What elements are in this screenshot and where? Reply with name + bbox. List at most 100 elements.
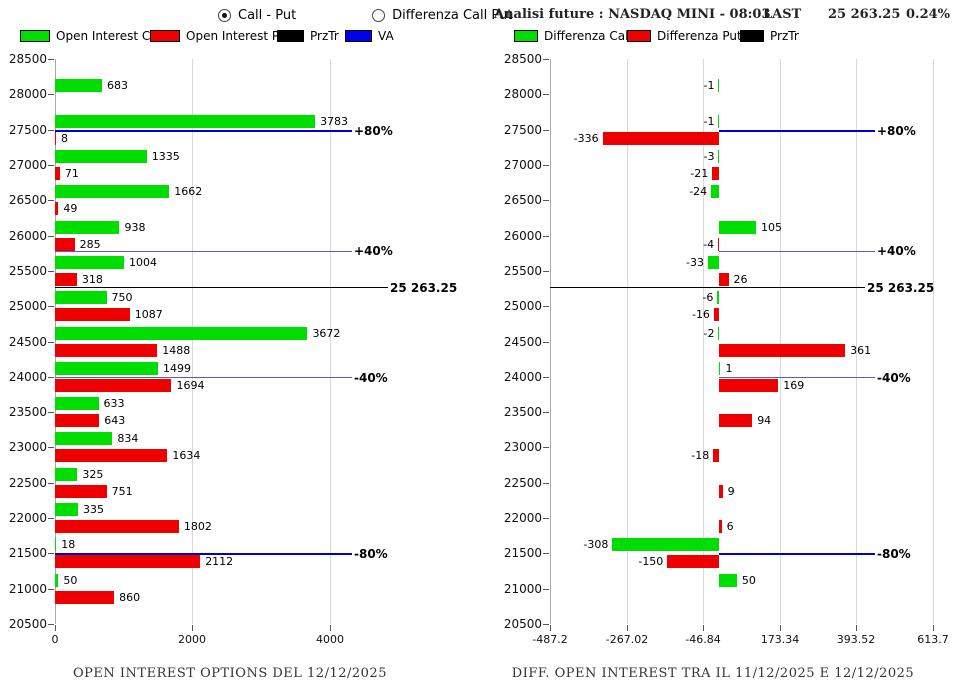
y-axis-tick-label: 21000	[503, 581, 542, 596]
value-area-label: -40%	[877, 370, 911, 385]
y-axis-tick	[543, 306, 549, 308]
call-bar	[55, 185, 170, 199]
bar-value-label: 2112	[205, 555, 234, 569]
y-axis-tick	[543, 59, 549, 60]
x-axis-tick	[780, 625, 781, 631]
put-bar	[712, 166, 720, 180]
x-axis-tick-label: 2000	[178, 633, 206, 646]
radio-selected-icon[interactable]	[218, 8, 231, 22]
y-axis-tick	[543, 270, 549, 272]
put-bar	[719, 414, 753, 428]
y-axis-tick	[48, 447, 54, 449]
y-axis-tick	[48, 235, 54, 237]
x-axis-tick	[550, 625, 551, 631]
bar-value-label: 1634	[172, 449, 201, 463]
bar-value-label: 105	[761, 220, 783, 234]
put-color-swatch	[150, 30, 180, 42]
radio-differenza[interactable]: Differenza Call Put	[372, 8, 512, 23]
value-area-line	[55, 553, 352, 556]
y-axis-tick	[48, 306, 54, 308]
last-value: 25 263.25	[828, 7, 901, 22]
y-axis-tick	[48, 518, 54, 520]
radio-unselected-icon[interactable]	[372, 8, 386, 22]
put-bar	[55, 555, 201, 569]
legend-open-interest-put: Open Interest Put	[150, 29, 291, 43]
legend-open-interest-call: Open Interest Call	[20, 29, 164, 43]
y-axis-tick-label: 20500	[503, 617, 542, 631]
bar-value-label: 1662	[174, 185, 203, 199]
value-area-line	[719, 250, 875, 252]
bar-value-label: -24	[689, 185, 708, 199]
y-axis-tick	[543, 553, 549, 555]
y-axis-tick-label: 22500	[8, 475, 47, 490]
diff-put-color-swatch	[627, 30, 651, 42]
y-axis-tick-label: 24500	[503, 334, 542, 349]
call-bar	[55, 538, 57, 552]
y-axis-tick-label: 25000	[503, 299, 542, 314]
bar-value-label: -6	[702, 291, 714, 305]
bar-value-label: 94	[757, 414, 772, 428]
y-axis-tick-label: 26000	[8, 228, 47, 243]
price-traded-label: 25 263.25	[390, 280, 458, 295]
y-axis-tick	[543, 341, 549, 343]
y-axis-tick	[543, 624, 549, 625]
y-axis-tick	[48, 553, 54, 555]
y-axis-tick-label: 26500	[503, 193, 542, 208]
bar-value-label: -2	[703, 326, 715, 340]
y-axis-tick-label: 25500	[8, 263, 47, 278]
value-area-line	[55, 250, 352, 252]
y-axis-tick	[48, 588, 54, 590]
put-bar	[55, 378, 172, 392]
value-area-line	[719, 553, 875, 556]
x-axis-tick-label: 0	[51, 633, 59, 646]
y-axis-tick-label: 23500	[503, 405, 542, 420]
value-area-label: +80%	[877, 124, 916, 139]
bar-value-label: 834	[117, 432, 139, 446]
y-axis-tick	[543, 588, 549, 590]
price-traded-line	[550, 287, 865, 289]
put-bar	[55, 343, 158, 357]
bar-value-label: 1499	[163, 361, 192, 375]
call-bar	[55, 432, 113, 446]
put-bar	[55, 590, 115, 604]
x-axis-tick	[55, 625, 56, 631]
gridline	[933, 59, 934, 624]
y-axis-tick	[543, 482, 549, 484]
y-axis-tick	[543, 164, 549, 166]
value-area-line	[55, 130, 352, 133]
y-axis-tick	[48, 341, 54, 343]
call-bar	[717, 291, 720, 305]
put-bar	[55, 131, 56, 145]
y-axis-tick-label: 23000	[8, 440, 47, 455]
put-bar	[719, 343, 846, 357]
call-bar	[55, 467, 78, 481]
bar-value-label: 285	[79, 237, 101, 251]
call-bar	[719, 573, 737, 587]
legend-label: PrzTr	[770, 29, 799, 43]
y-axis-tick	[543, 412, 549, 414]
call-bar	[718, 79, 720, 93]
y-axis-tick-label: 24500	[8, 334, 47, 349]
bar-value-label: 361	[850, 343, 872, 357]
gridline	[856, 59, 857, 624]
radio-call-put[interactable]: Call - Put	[218, 8, 296, 23]
bar-value-label: 1087	[134, 308, 163, 322]
y-axis-tick	[48, 59, 54, 60]
value-area-label: +40%	[354, 244, 393, 259]
gridline	[780, 59, 781, 624]
legend-label: Differenza Put	[657, 29, 742, 43]
y-axis-tick	[543, 447, 549, 449]
y-axis-tick	[48, 94, 54, 96]
gridline	[330, 59, 331, 624]
call-bar	[718, 114, 720, 128]
call-bar	[55, 573, 59, 587]
bar-value-label: 49	[63, 202, 78, 216]
y-axis-tick-label: 25000	[8, 299, 47, 314]
put-bar	[713, 308, 720, 322]
y-axis-tick-label: 26500	[8, 193, 47, 208]
y-axis-tick	[543, 376, 549, 378]
legend-label: Differenza Call	[544, 29, 632, 43]
bar-value-label: -33	[686, 255, 705, 269]
bar-value-label: -336	[573, 131, 599, 145]
y-axis-tick-label: 22500	[503, 475, 542, 490]
